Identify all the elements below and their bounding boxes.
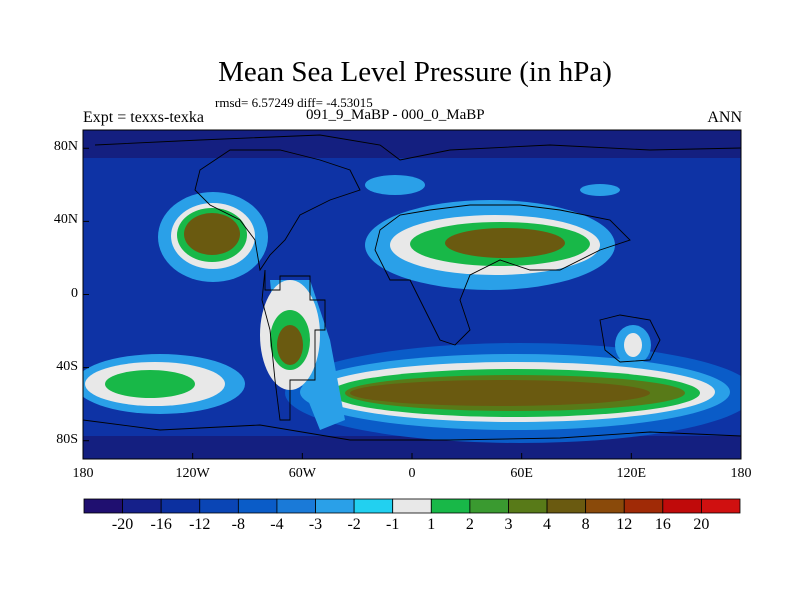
coastlines (83, 134, 741, 441)
colorbar-swatch (546, 498, 587, 514)
colorbar-swatch (585, 498, 625, 514)
colorbar-swatch (430, 498, 471, 514)
colorbar-label: -4 (270, 516, 284, 533)
lat-label: 40S (56, 358, 78, 374)
lat-label: 80N (53, 139, 78, 155)
lon-label: 120E (616, 466, 647, 481)
colorbar-label: 4 (543, 516, 552, 533)
colorbar-swatch (623, 498, 664, 514)
page-title: Mean Sea Level Pressure (in hPa) (218, 56, 612, 88)
colorbar-swatch (199, 498, 239, 514)
longitude-ticks (82, 453, 742, 459)
colorbar-swatch (662, 498, 702, 514)
colorbar-label: -2 (347, 516, 361, 533)
colorbar-label: -20 (111, 516, 134, 533)
colorbar-swatch (392, 498, 432, 514)
colorbar-swatch (160, 498, 201, 514)
pressure-field (83, 130, 741, 459)
colorbar-label: 3 (504, 516, 513, 533)
colorbar-swatch (469, 498, 509, 514)
north-polar-band (83, 130, 741, 158)
stats-label: rmsd= 6.57249 diff= -4.53015 (215, 95, 373, 110)
colorbar-label: -1 (386, 516, 400, 533)
colorbar-label: -8 (231, 516, 246, 533)
lon-label: 120W (175, 466, 210, 481)
colorbar-label: -12 (189, 516, 211, 533)
lon-label: 180 (730, 466, 752, 481)
colorbar-label: 16 (654, 516, 671, 533)
colorbar-label: 1 (427, 516, 436, 533)
colorbar-swatch (701, 498, 741, 514)
colorbar-label: 12 (616, 516, 633, 533)
colorbar-label: 8 (581, 516, 590, 533)
colorbar-swatch (315, 498, 355, 514)
lat-label: 80S (56, 431, 78, 447)
period-label: 091_9_MaBP - 000_0_MaBP (306, 107, 485, 123)
season-label: ANN (707, 109, 742, 126)
colorbar-swatch (83, 498, 123, 514)
latitude-ticks (83, 147, 89, 442)
lon-label: 180 (72, 466, 94, 481)
colorbar-label: -3 (308, 516, 323, 533)
colorbar-swatch (353, 498, 394, 514)
south-polar-band (83, 436, 741, 459)
lon-label: 60E (510, 466, 533, 481)
colorbar (83, 498, 741, 514)
colorbar-label: 20 (693, 516, 710, 533)
lat-label: 40N (53, 212, 78, 228)
lon-label: 60W (288, 466, 316, 481)
colorbar-swatch (122, 498, 162, 514)
lat-label: 0 (71, 285, 78, 301)
experiment-label: Expt = texxs-texka (83, 109, 204, 126)
colorbar-swatch (508, 498, 548, 514)
colorbar-label: 2 (465, 516, 474, 533)
colorbar-swatch (276, 498, 316, 514)
lon-label: 0 (408, 466, 416, 481)
colorbar-swatch (237, 498, 278, 514)
colorbar-label: -16 (150, 516, 172, 533)
